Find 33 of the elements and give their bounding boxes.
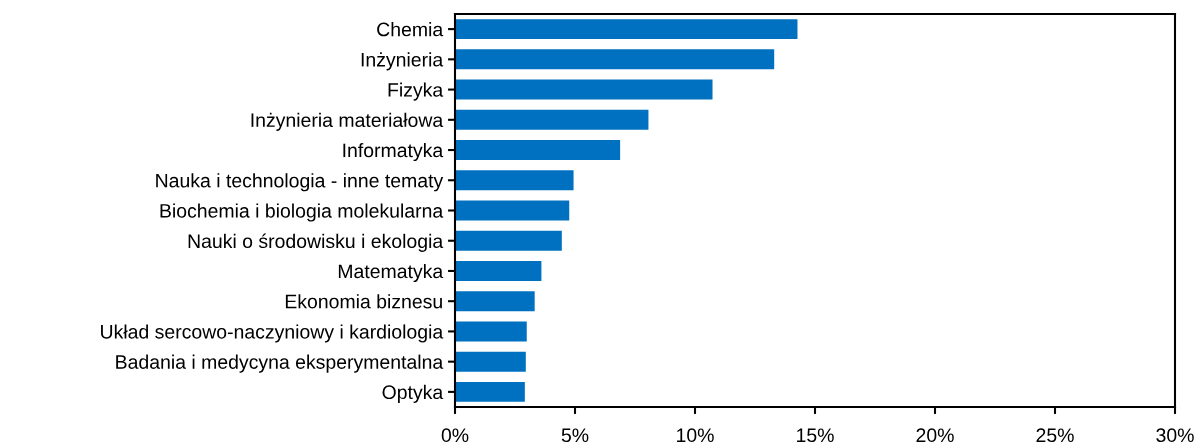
bar bbox=[455, 381, 525, 402]
x-tick-label: 20% bbox=[916, 428, 954, 443]
x-tick-label: 0% bbox=[441, 428, 469, 443]
y-tick-label: Inżynieria materiałowa bbox=[251, 112, 444, 131]
x-tick-label: 10% bbox=[677, 428, 714, 443]
x-tick-label: 30% bbox=[1156, 428, 1194, 443]
bar bbox=[455, 79, 713, 100]
y-tick-label: Biochemia i biologia molekularna bbox=[160, 203, 444, 222]
y-tick-label: Chemia bbox=[377, 22, 444, 37]
y-tick-label: Ekonomia biznesu bbox=[285, 294, 442, 309]
bar bbox=[455, 260, 542, 281]
y-tick-label: Optyka bbox=[382, 384, 444, 403]
x-tick-label: 25% bbox=[1036, 428, 1074, 443]
bar bbox=[455, 109, 649, 130]
y-tick-label: Matematyka bbox=[338, 263, 444, 283]
bar bbox=[455, 321, 527, 342]
y-tick-label: Inżynieria bbox=[361, 52, 444, 71]
y-tick-label: Badania i medycyna eksperymentalna bbox=[116, 354, 444, 373]
y-tick-label: Fizyka bbox=[388, 82, 444, 101]
x-tick-label: 15% bbox=[797, 428, 834, 443]
y-tick-label: Informatyka bbox=[343, 142, 444, 162]
y-tick-label: Nauki o środowisku i ekologia bbox=[188, 233, 444, 252]
bar bbox=[455, 351, 526, 372]
bar bbox=[455, 230, 562, 251]
y-tick-label: Układ sercowo-naczyniowy i kardiologia bbox=[101, 324, 444, 343]
bar bbox=[455, 291, 535, 312]
bar bbox=[455, 140, 621, 161]
x-tick-label: 5% bbox=[561, 428, 589, 443]
bar bbox=[455, 19, 798, 40]
bar bbox=[455, 49, 775, 70]
bar bbox=[455, 200, 570, 221]
y-tick-label: Nauka i technologia - inne tematy bbox=[156, 173, 444, 192]
bar bbox=[455, 170, 574, 191]
